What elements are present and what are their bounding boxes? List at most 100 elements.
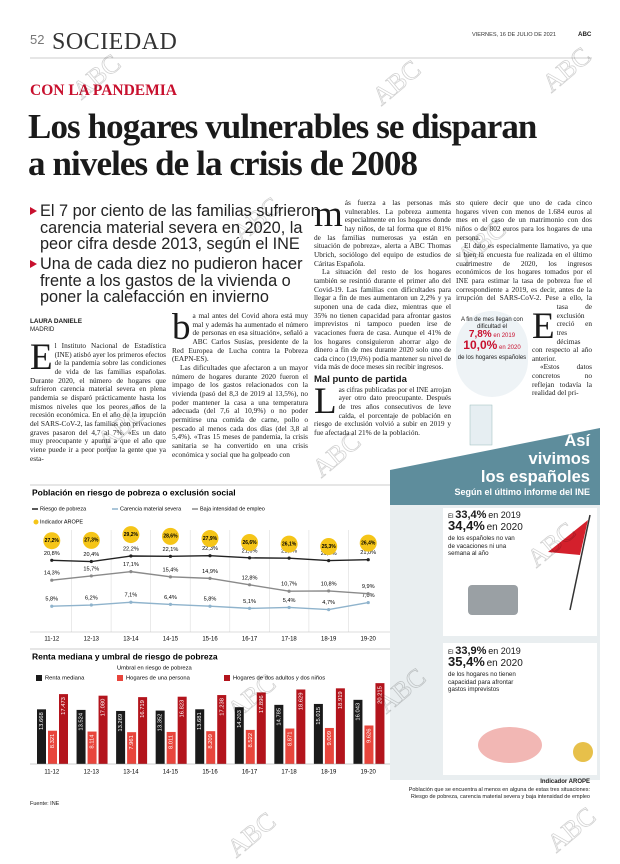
data-label: 21,6% [242,548,258,554]
stat-year: en 2020 [486,658,523,670]
inset-figure: 10,0% [463,338,498,352]
x-tick-label: 14-15 [163,770,179,776]
legend-marker [117,675,123,681]
stat-panel: El 33,9% en 2019 35,4% en 2020 de los ho… [448,645,568,693]
data-label: 20,4% [83,552,99,558]
bar [48,730,57,764]
data-label: 14,3% [44,571,60,577]
chart-title: Población en riesgo de pobreza o exclusi… [32,487,236,497]
paper-name: ABC [578,31,592,38]
article-column: A fin de mes llegan con dificultad el 7,… [456,199,592,415]
legend-label: Carencia material severa [120,506,182,512]
stat-second: 35,4% [448,654,485,670]
arope-marker [161,527,179,545]
data-label: 4,7% [322,600,335,606]
summary-bullet: Una de cada diez no pudieron hacer frent… [30,256,322,306]
point [366,600,370,605]
data-label: 10,8% [321,581,337,587]
bar [206,731,216,764]
flag-icon [548,520,588,555]
bar [375,683,385,764]
bar [256,692,266,764]
legend-title: Umbral en riesgo de pobreza [117,666,193,672]
point [208,554,212,558]
arope-title: Indicador AROPE [540,779,590,785]
infographic-title: Así vivimos los españoles [481,432,590,486]
point [208,576,212,580]
bar [138,697,148,764]
arope-marker [201,530,219,548]
stat-first: 33,9% [455,645,487,657]
data-label: 15,7% [83,566,99,572]
bar [324,727,334,764]
paragraph: más fuerza a las personas más vulnerable… [314,199,451,268]
headline-line: a niveles de la crisis de 2008 [28,144,418,183]
bar [155,710,165,764]
arope-marker [359,534,377,552]
data-label: 13.524 [79,712,85,731]
legend-label: Riesgo de pobreza [40,506,87,512]
point [168,575,173,579]
data-label: 16.823 [180,700,186,718]
bar [234,707,244,764]
point [129,570,133,574]
data-label: 5,4% [283,598,296,604]
section-name: SOCIEDAD [52,29,178,55]
point [89,574,93,578]
paragraph: Esto quiere decir que uno de cada cinco … [456,199,592,347]
data-label: 25,3% [322,544,337,550]
arope-marker [122,526,140,544]
bar [76,709,86,764]
data-label: 10,7% [281,582,297,588]
bar [364,725,374,764]
data-label: 9,9% [362,584,375,590]
point [50,604,54,608]
data-label: 17.473 [61,697,67,715]
inset-box: A fin de mes llegan con dificultad el 7,… [456,311,528,397]
data-label: 17,1% [123,562,139,568]
bar [37,709,46,764]
page-number: 52 [30,32,45,47]
legend-label: Hogares de dos adultos y dos niños [233,676,325,682]
point [50,578,54,582]
legend-label: Baja intensidad de empleo [200,506,265,512]
point [208,604,212,608]
point [366,592,370,596]
point [327,559,331,563]
source: Fuente: INE [30,801,60,807]
paragraph: Las dificultades que afectaron a un mayo… [172,362,308,459]
stat-prefix: El [448,513,454,520]
paragraph: El Instituto Nacional de Estadística (IN… [30,342,166,463]
glass-icon [469,404,493,446]
data-label: 26,4% [361,540,376,546]
stat-panel: El 33,4% en 2019 34,4% en 2020 de los es… [448,510,568,557]
inset-year: en 2020 [499,345,521,351]
bar [353,699,363,764]
point [129,600,133,604]
point [247,556,252,560]
x-tick-label: 11-12 [44,637,60,643]
legend-marker [33,519,39,525]
x-tick-label: 13-14 [123,637,139,643]
bar [313,703,323,764]
x-tick-label: 12-13 [84,770,100,776]
x-tick-label: 12-13 [84,637,100,643]
inset-figure: 7,8% [468,329,492,340]
stat-text: de los hogares no tienen capacidad para … [448,671,516,693]
x-tick-label: 17-18 [281,770,297,776]
title-line: los españoles [480,468,590,486]
chart-title: Renta mediana y umbral de riesgo de pobr… [32,651,218,661]
point [287,556,291,560]
stat-prefix: El [448,649,454,656]
bar [127,732,137,764]
point [247,606,252,610]
point [50,558,54,562]
bar [217,695,227,764]
paragraph: ba mal antes del Covid ahora está muy ma… [172,312,308,364]
data-label: 12,8% [242,575,258,581]
data-label: 27,2% [45,538,60,544]
page: Población en riesgo de pobreza o exclusi… [28,29,602,864]
data-label: 13.668 [39,712,45,730]
data-label: 17.896 [259,695,265,713]
data-label: 8.209 [208,734,214,749]
